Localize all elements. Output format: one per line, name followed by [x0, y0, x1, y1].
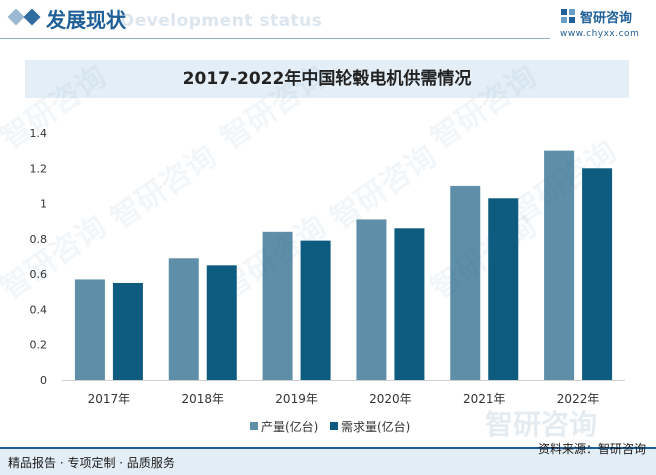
legend-swatch — [250, 422, 258, 430]
footer-divider — [0, 447, 656, 449]
bar-production — [262, 231, 293, 380]
y-tick-label: 1.4 — [30, 127, 48, 140]
brand-name: 智研咨询 — [580, 11, 633, 26]
bar-demand — [488, 198, 519, 380]
footer-services: 精品报告 · 专项定制 · 品质服务 — [8, 456, 175, 470]
legend-label: 产量(亿台) — [261, 419, 318, 434]
brand-logo-icon — [561, 9, 575, 23]
header-divider — [0, 38, 550, 39]
bar-production — [74, 279, 105, 380]
legend-swatch — [330, 422, 338, 430]
bar-production — [356, 219, 387, 380]
x-tick-label: 2019年 — [275, 392, 318, 406]
y-tick-label: 0.6 — [30, 268, 48, 281]
y-tick-label: 0.8 — [30, 233, 48, 246]
page-header: Development status 发展现状 智研咨询 www.chyxx.c… — [0, 0, 656, 40]
footer-band — [0, 447, 656, 475]
bar-production — [544, 150, 575, 380]
x-tick-label: 2022年 — [557, 392, 600, 406]
y-tick-label: 0 — [40, 374, 47, 387]
x-tick-label: 2021年 — [463, 392, 506, 406]
bar-production — [450, 185, 481, 380]
bar-demand — [394, 228, 425, 380]
legend-label: 需求量(亿台) — [341, 419, 410, 434]
y-tick-label: 1 — [40, 198, 47, 211]
bar-demand — [582, 168, 613, 380]
chart-title: 2017-2022年中国轮毂电机供需情况 — [25, 60, 629, 98]
x-tick-label: 2017年 — [88, 392, 131, 406]
y-tick-label: 1.2 — [30, 162, 48, 175]
bar-production — [168, 258, 199, 380]
bar-demand — [206, 265, 237, 380]
brand-url: www.chyxx.com — [560, 29, 640, 39]
x-tick-label: 2020年 — [369, 392, 412, 406]
header-ghost-text: Development status — [120, 11, 323, 31]
footer-source: 资料来源：智研咨询 — [537, 442, 646, 456]
bar-demand — [112, 282, 143, 380]
y-tick-label: 0.2 — [30, 339, 48, 352]
bar-demand — [300, 240, 331, 380]
y-tick-label: 0.4 — [30, 303, 48, 316]
section-title: 发展现状 — [46, 8, 126, 32]
x-tick-label: 2018年 — [181, 392, 224, 406]
